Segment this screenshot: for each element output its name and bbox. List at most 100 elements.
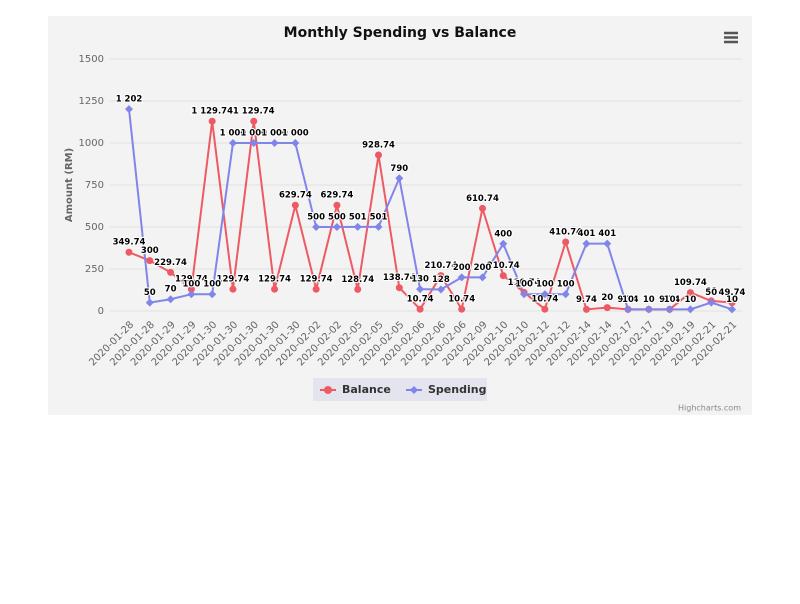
point-marker	[457, 273, 466, 282]
point-marker	[582, 305, 590, 313]
point-marker	[686, 289, 694, 297]
data-label: 401	[578, 229, 596, 239]
data-label: 10.74	[407, 295, 434, 305]
data-label: 10.74	[448, 295, 475, 305]
data-label: 130	[411, 275, 429, 285]
data-label: 629.74	[321, 191, 354, 201]
point-marker	[332, 223, 341, 231]
data-label: 50	[144, 288, 156, 298]
legend-item[interactable]: Spending	[406, 383, 486, 396]
legend-marker	[410, 386, 418, 394]
point-marker	[312, 223, 321, 231]
data-label: 70	[165, 285, 177, 295]
y-tick-label: 250	[85, 264, 104, 275]
data-label: 1 000	[261, 129, 288, 139]
data-label: 500	[307, 213, 325, 223]
data-label: 300	[141, 246, 159, 256]
point-marker	[208, 117, 216, 125]
point-marker	[312, 285, 320, 293]
data-label: 1 129.74	[191, 107, 233, 117]
legend-item[interactable]: Balance	[320, 383, 391, 396]
point-marker	[540, 290, 549, 299]
data-label: 500	[328, 213, 346, 223]
data-label: 110.74	[508, 278, 541, 288]
data-label: 349.74	[113, 238, 146, 248]
data-label: 109.74	[674, 278, 707, 288]
y-axis-label: Amount (RM)	[64, 148, 75, 222]
point-marker	[187, 290, 196, 299]
y-tick-label: 750	[85, 180, 104, 191]
y-tick-label: 500	[85, 222, 104, 233]
data-label: 210.74	[424, 261, 457, 271]
point-marker	[603, 304, 611, 312]
point-marker	[354, 285, 362, 293]
data-label: 410.74	[549, 227, 582, 237]
point-marker	[125, 105, 133, 114]
data-label: 790	[390, 164, 408, 174]
y-tick-label: 1500	[79, 54, 104, 65]
data-label: 210.74	[487, 261, 520, 271]
y-tick-label: 1250	[79, 96, 104, 107]
data-label: 501	[349, 212, 367, 222]
data-label: 128	[432, 275, 450, 285]
data-label: 10	[643, 295, 655, 305]
point-marker	[541, 305, 549, 313]
data-label: 1 000	[282, 129, 309, 139]
point-marker	[228, 139, 237, 147]
y-tick-label: 1000	[79, 138, 104, 149]
data-label: 50	[705, 288, 717, 298]
point-marker	[270, 139, 279, 147]
data-label: 129.74	[300, 275, 333, 285]
point-marker	[728, 305, 736, 314]
point-marker	[250, 117, 258, 125]
point-marker	[249, 139, 258, 147]
point-marker	[146, 257, 154, 265]
chart-background	[48, 16, 752, 415]
point-marker	[644, 305, 653, 314]
point-marker	[499, 272, 507, 280]
point-marker	[125, 248, 133, 256]
data-label: 100	[536, 280, 554, 290]
data-label: 401	[598, 229, 616, 239]
point-marker	[145, 298, 154, 307]
point-marker	[229, 285, 237, 293]
point-marker	[707, 298, 716, 307]
data-label: 10	[726, 295, 738, 305]
point-marker	[686, 305, 695, 314]
legend: Balance Spending	[313, 378, 487, 401]
data-label: 200	[453, 263, 471, 273]
point-marker	[582, 239, 591, 248]
data-label: 9.74	[659, 295, 680, 305]
data-label: 10	[622, 295, 634, 305]
legend-marker	[324, 386, 332, 394]
point-marker	[665, 305, 674, 314]
point-marker	[187, 285, 195, 293]
point-marker	[458, 305, 466, 313]
data-label: 129.74	[217, 275, 250, 285]
data-label: 129.74	[258, 275, 291, 285]
data-label: 100	[515, 280, 533, 290]
point-marker	[624, 305, 633, 314]
point-marker	[478, 273, 487, 282]
chart-title: Monthly Spending vs Balance	[284, 25, 517, 41]
y-tick-label: 0	[98, 306, 104, 317]
data-label: 100	[557, 280, 575, 290]
data-label: 9.74	[576, 295, 597, 305]
point-marker	[416, 305, 424, 313]
point-marker	[291, 201, 299, 209]
point-marker	[395, 284, 403, 292]
data-label: 129.74	[175, 275, 208, 285]
data-label: 400	[494, 229, 512, 239]
menu-button[interactable]	[720, 26, 742, 48]
point-marker	[167, 268, 175, 276]
point-marker	[291, 139, 300, 147]
data-label: 10	[684, 295, 696, 305]
data-label: 100	[203, 280, 221, 290]
credits[interactable]: Highcharts.com	[678, 404, 741, 413]
data-label: 229.74	[154, 258, 187, 268]
legend-label: Balance	[342, 383, 391, 396]
data-label: 100	[183, 280, 201, 290]
point-marker	[416, 285, 425, 294]
data-label: 10	[664, 295, 676, 305]
